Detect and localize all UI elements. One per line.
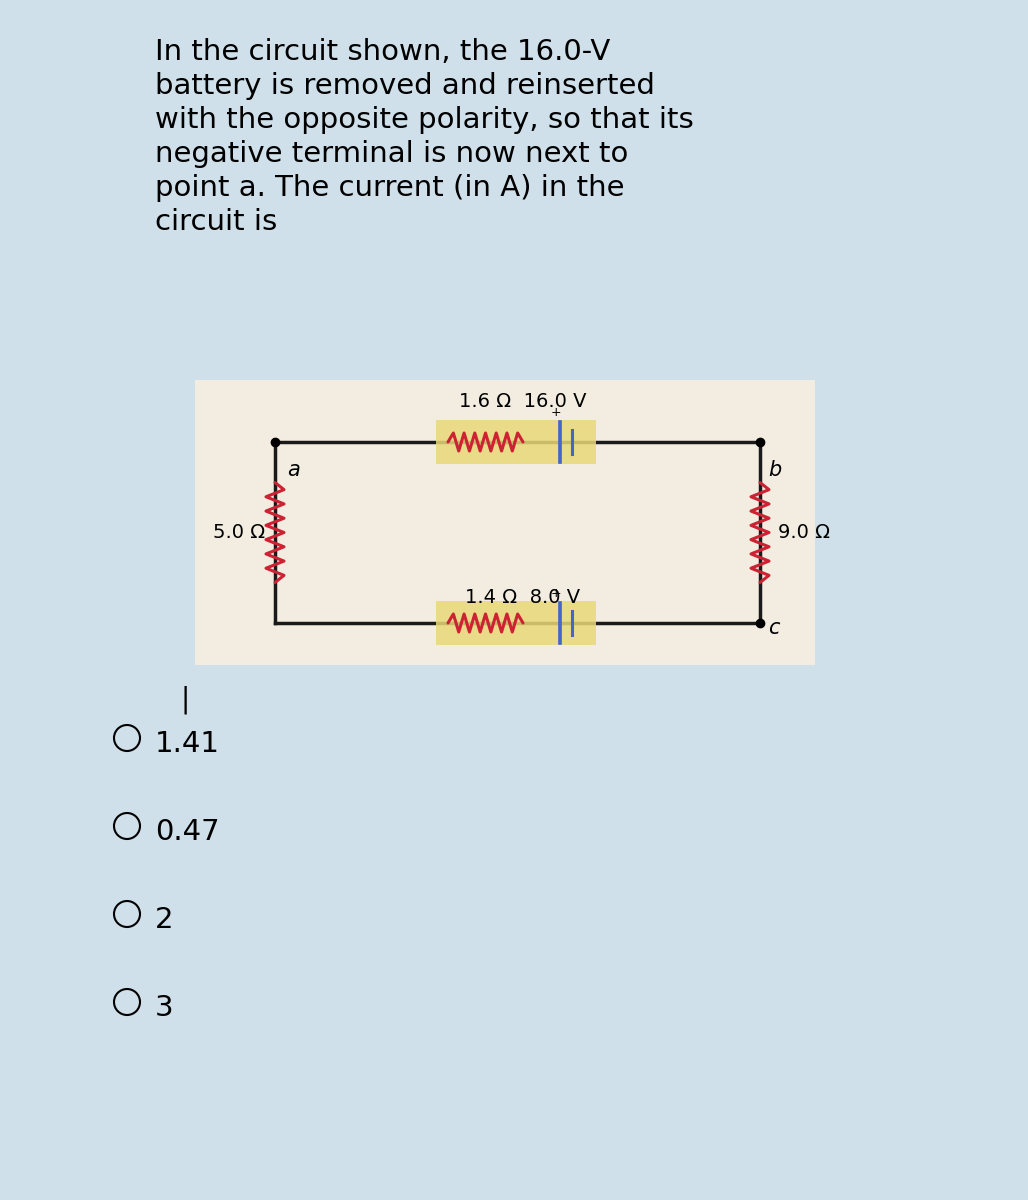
Text: +: +: [550, 406, 561, 419]
Text: 1.6 Ω  16.0 V: 1.6 Ω 16.0 V: [458, 392, 586, 410]
Text: 9.0 Ω: 9.0 Ω: [778, 523, 830, 542]
Text: 2: 2: [155, 906, 174, 934]
Text: b: b: [768, 460, 781, 480]
Text: 1.4 Ω  8.0 V: 1.4 Ω 8.0 V: [465, 588, 580, 607]
Bar: [436, 420, 595, 464]
Text: 3: 3: [155, 994, 174, 1022]
Bar: [195, 380, 815, 665]
Text: negative terminal is now next to: negative terminal is now next to: [155, 140, 628, 168]
Text: with the opposite polarity, so that its: with the opposite polarity, so that its: [155, 106, 694, 134]
Text: a: a: [287, 460, 300, 480]
Text: 1.41: 1.41: [155, 730, 220, 758]
Text: point a. The current (in A) in the: point a. The current (in A) in the: [155, 174, 624, 202]
Text: In the circuit shown, the 16.0-V: In the circuit shown, the 16.0-V: [155, 38, 611, 66]
Text: +: +: [550, 587, 561, 600]
Text: |: |: [180, 685, 189, 714]
Text: c: c: [768, 618, 779, 638]
Text: battery is removed and reinserted: battery is removed and reinserted: [155, 72, 655, 100]
Text: 5.0 Ω: 5.0 Ω: [213, 523, 265, 542]
Bar: [436, 601, 595, 646]
Text: 0.47: 0.47: [155, 818, 220, 846]
Text: circuit is: circuit is: [155, 208, 278, 236]
